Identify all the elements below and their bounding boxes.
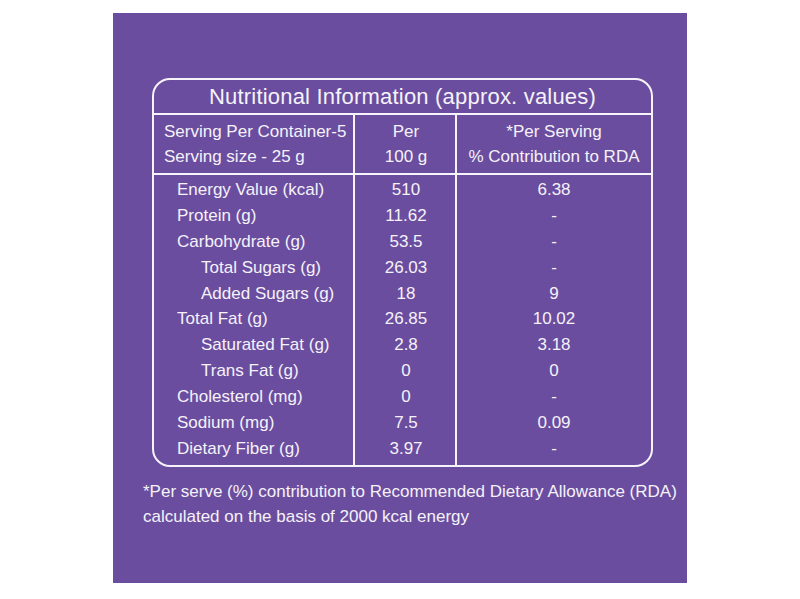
header-per-100g: Per 100 g bbox=[355, 115, 457, 173]
nutrient-name: Total Sugars (g) bbox=[154, 258, 355, 278]
header-serving-info: Serving Per Container-5 Serving size - 2… bbox=[154, 115, 355, 173]
nutrition-table: Nutritional Information (approx. values)… bbox=[152, 78, 653, 467]
rda-value: - bbox=[457, 258, 651, 278]
per-100g-value: 53.5 bbox=[355, 232, 457, 252]
rda-value: 9 bbox=[457, 284, 651, 304]
column-divider-2 bbox=[455, 115, 457, 465]
table-row-dietary-fiber: Dietary Fiber (g) 3.97 - bbox=[154, 436, 651, 462]
nutrient-name: Carbohydrate (g) bbox=[154, 232, 355, 252]
screenshot-canvas: Nutritional Information (approx. values)… bbox=[0, 0, 800, 599]
column-divider-1 bbox=[353, 115, 355, 465]
nutrient-name: Added Sugars (g) bbox=[154, 284, 355, 304]
nutrient-name: Total Fat (g) bbox=[154, 309, 355, 329]
table-row-saturated-fat: Saturated Fat (g) 2.8 3.18 bbox=[154, 332, 651, 358]
table-title: Nutritional Information (approx. values) bbox=[209, 84, 596, 110]
per-100g-value: 7.5 bbox=[355, 413, 457, 433]
table-row-total-sugars: Total Sugars (g) 26.03 - bbox=[154, 255, 651, 281]
footnote-line-2: calculated on the basis of 2000 kcal ene… bbox=[143, 504, 677, 529]
table-row-total-fat: Total Fat (g) 26.85 10.02 bbox=[154, 307, 651, 333]
per-100g-value: 2.8 bbox=[355, 335, 457, 355]
table-row-added-sugars: Added Sugars (g) 18 9 bbox=[154, 281, 651, 307]
rda-value: 10.02 bbox=[457, 309, 651, 329]
serving-per-container: Serving Per Container-5 bbox=[164, 119, 355, 144]
header-per-serving-rda: *Per Serving % Contribution to RDA bbox=[457, 115, 651, 173]
per-100g-value: 3.97 bbox=[355, 439, 457, 459]
rda-value: 0 bbox=[457, 361, 651, 381]
per-100g-value: 26.85 bbox=[355, 309, 457, 329]
rda-value: - bbox=[457, 232, 651, 252]
nutrient-name: Protein (g) bbox=[154, 206, 355, 226]
per-100g-value: 18 bbox=[355, 284, 457, 304]
nutrition-label-panel: Nutritional Information (approx. values)… bbox=[113, 13, 687, 583]
rda-value: - bbox=[457, 387, 651, 407]
per-100g-value: 26.03 bbox=[355, 258, 457, 278]
table-row-protein: Protein (g) 11.62 - bbox=[154, 203, 651, 229]
footnote-line-1: *Per serve (%) contribution to Recommend… bbox=[143, 479, 677, 504]
table-row-trans-fat: Trans Fat (g) 0 0 bbox=[154, 358, 651, 384]
table-title-row: Nutritional Information (approx. values) bbox=[154, 80, 651, 115]
per-100g-value: 0 bbox=[355, 387, 457, 407]
rda-value: 6.38 bbox=[457, 180, 651, 200]
nutrient-name: Cholesterol (mg) bbox=[154, 387, 355, 407]
per-100g-value: 11.62 bbox=[355, 206, 457, 226]
table-header-row: Serving Per Container-5 Serving size - 2… bbox=[154, 115, 651, 175]
rda-value: 0.09 bbox=[457, 413, 651, 433]
nutrient-name: Trans Fat (g) bbox=[154, 361, 355, 381]
serving-size: Serving size - 25 g bbox=[164, 144, 355, 169]
table-row-sodium: Sodium (mg) 7.5 0.09 bbox=[154, 410, 651, 436]
table-row-carbohydrate: Carbohydrate (g) 53.5 - bbox=[154, 229, 651, 255]
table-body: Energy Value (kcal) 510 6.38 Protein (g)… bbox=[154, 175, 651, 465]
per-100g-value: 510 bbox=[355, 180, 457, 200]
rda-footnote: *Per serve (%) contribution to Recommend… bbox=[143, 479, 677, 529]
table-row-energy: Energy Value (kcal) 510 6.38 bbox=[154, 177, 651, 203]
rda-value: 3.18 bbox=[457, 335, 651, 355]
rda-value: - bbox=[457, 439, 651, 459]
per-100g-value: 0 bbox=[355, 361, 457, 381]
nutrient-name: Sodium (mg) bbox=[154, 413, 355, 433]
nutrient-name: Saturated Fat (g) bbox=[154, 335, 355, 355]
rda-value: - bbox=[457, 206, 651, 226]
nutrient-name: Dietary Fiber (g) bbox=[154, 439, 355, 459]
table-row-cholesterol: Cholesterol (mg) 0 - bbox=[154, 384, 651, 410]
nutrient-name: Energy Value (kcal) bbox=[154, 180, 355, 200]
